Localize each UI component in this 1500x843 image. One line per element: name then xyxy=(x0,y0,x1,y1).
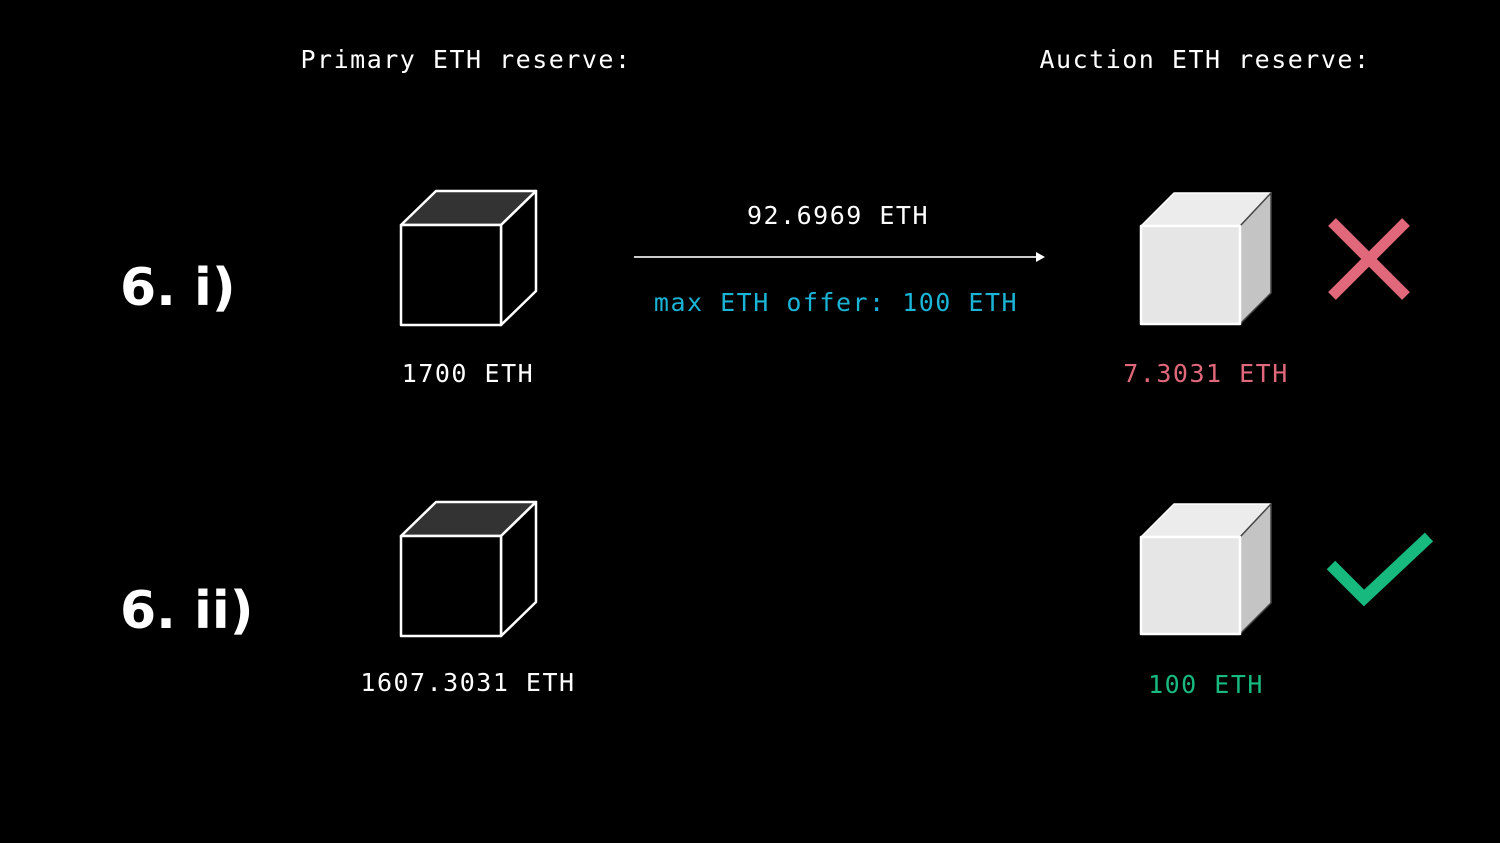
primary-amount-1: 1700 ETH xyxy=(402,359,534,388)
primary-reserve-cube-icon xyxy=(399,500,538,638)
x-mark-icon xyxy=(1328,218,1410,300)
auction-amount-1: 7.3031 ETH xyxy=(1123,359,1289,388)
auction-reserve-header: Auction ETH reserve: xyxy=(1039,45,1370,74)
auction-amount-2: 100 ETH xyxy=(1148,670,1264,699)
auction-reserve-cube-icon xyxy=(1139,503,1272,636)
step-label-2: 6. ii) xyxy=(120,581,253,641)
primary-reserve-cube-icon xyxy=(399,189,538,327)
auction-reserve-cube-icon xyxy=(1139,192,1272,326)
primary-amount-2: 1607.3031 ETH xyxy=(360,668,575,697)
max-offer-label: max ETH offer: 100 ETH xyxy=(654,288,1018,317)
transfer-amount: 92.6969 ETH xyxy=(747,201,929,230)
primary-reserve-header: Primary ETH reserve: xyxy=(300,45,631,74)
transfer-arrow-icon xyxy=(634,252,1045,262)
checkmark-icon xyxy=(1326,532,1434,607)
step-label-1: 6. i) xyxy=(120,258,236,318)
